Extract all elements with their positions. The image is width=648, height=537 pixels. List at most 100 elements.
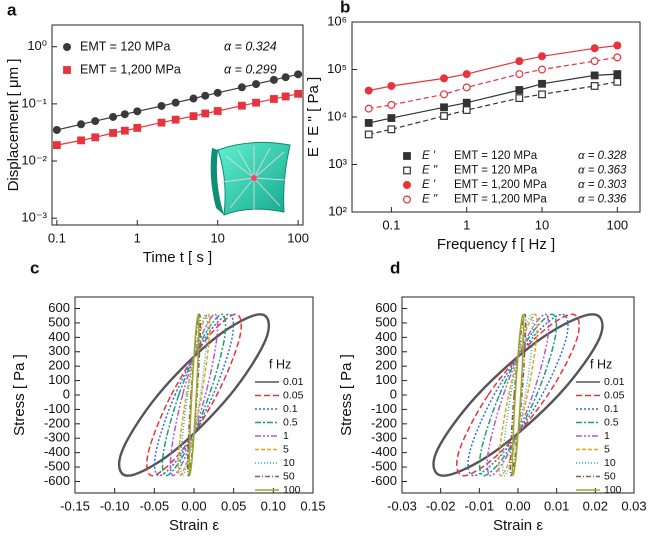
legend-label: 5 xyxy=(604,443,610,455)
y-tick-label: 100 xyxy=(48,372,70,387)
data-point xyxy=(440,112,448,120)
legend-modulus: EMT = 1,200 MPa xyxy=(454,194,547,206)
data-point xyxy=(462,98,471,107)
x-tick-label: 10 xyxy=(535,217,549,232)
panel-label: d xyxy=(390,258,400,277)
legend-label: 0.5 xyxy=(604,416,619,428)
x-tick-label: 0.1 xyxy=(48,230,66,245)
y-tick-label: 10⁻³ xyxy=(21,210,47,225)
hysteresis-loop xyxy=(486,313,550,477)
legend-alpha: α = 0.336 xyxy=(578,194,627,206)
y-tick-label: -500 xyxy=(371,458,397,473)
data-point xyxy=(590,57,599,66)
panel-label: a xyxy=(7,0,17,19)
data-point xyxy=(52,141,61,150)
y-tick-label: 10⁵ xyxy=(327,61,347,76)
data-point xyxy=(269,75,278,84)
hysteresis-loop xyxy=(169,313,219,477)
y-tick-label: -200 xyxy=(371,415,397,430)
data-point xyxy=(294,70,303,79)
legend-marker xyxy=(62,42,71,51)
y-axis-label: E ' E '' [ Pa ] xyxy=(305,77,322,157)
hysteresis-loop xyxy=(467,313,569,477)
hysteresis-loop xyxy=(432,313,604,477)
legend-label: 0.1 xyxy=(604,403,619,415)
y-tick-label: 600 xyxy=(375,300,397,315)
x-tick-label: 0.00 xyxy=(181,498,206,513)
data-point xyxy=(387,125,396,134)
x-tick-label: 100 xyxy=(606,217,628,232)
data-point xyxy=(364,86,373,95)
plot-frame xyxy=(351,21,641,213)
hysteresis-loop xyxy=(179,313,209,477)
data-point xyxy=(201,91,210,100)
hysteresis-loop xyxy=(456,313,580,477)
data-point xyxy=(237,83,246,92)
x-axis-label: Strain ε xyxy=(493,517,543,534)
x-tick-label: 0.00 xyxy=(505,498,530,513)
legend-label: E '' xyxy=(422,194,438,206)
legend-label: 100 xyxy=(604,484,622,496)
x-tick-label: 0.10 xyxy=(261,498,286,513)
y-axis-label: Stress [ Pa ] xyxy=(338,354,355,436)
legend-alpha: α = 0.328 xyxy=(578,150,627,162)
x-axis-label: Strain ε xyxy=(169,517,219,534)
legend-marker xyxy=(403,195,412,204)
hysteresis-loop xyxy=(511,313,525,477)
data-point xyxy=(109,112,118,121)
hysteresis-loop xyxy=(146,313,242,477)
data-point xyxy=(387,114,396,122)
x-tick-label: 0.1 xyxy=(382,217,400,232)
x-tick-label: -0.10 xyxy=(100,498,130,513)
x-tick-label: -0.02 xyxy=(426,498,456,513)
legend-label: 100 xyxy=(283,484,301,496)
legend-label: 0.5 xyxy=(283,416,298,428)
y-tick-label: -600 xyxy=(371,473,397,488)
y-tick-label: 10² xyxy=(328,203,347,218)
panel-label: b xyxy=(340,0,350,16)
data-point xyxy=(294,89,303,98)
data-point xyxy=(109,129,117,137)
legend-label: E ' xyxy=(422,179,436,191)
y-tick-label: -400 xyxy=(44,444,70,459)
data-point xyxy=(538,79,546,88)
legend-label: E '' xyxy=(422,165,438,177)
data-point xyxy=(387,81,396,90)
x-axis-label: Frequency f [ Hz ] xyxy=(437,236,555,253)
data-point xyxy=(462,83,471,92)
data-point xyxy=(213,88,222,97)
y-tick-label: -200 xyxy=(44,415,70,430)
data-point xyxy=(440,103,448,112)
y-tick-label: 500 xyxy=(375,314,397,329)
x-tick-label: 1 xyxy=(134,230,141,245)
legend-label: 10 xyxy=(283,457,295,469)
data-point xyxy=(462,70,471,79)
legend-modulus: EMT = 120 MPa xyxy=(454,165,538,177)
hysteresis-loop xyxy=(117,313,271,477)
data-point xyxy=(515,94,524,102)
data-point xyxy=(364,104,373,113)
legend-marker xyxy=(403,152,411,160)
data-point xyxy=(120,110,129,119)
data-point xyxy=(270,95,278,103)
y-tick-label: 200 xyxy=(48,358,70,373)
data-point xyxy=(590,44,599,53)
y-tick-label: 300 xyxy=(375,343,397,358)
x-tick-label: -0.05 xyxy=(140,498,170,513)
y-tick-label: 10⁻² xyxy=(21,152,47,167)
data-point xyxy=(91,133,100,142)
series-line xyxy=(368,81,618,135)
legend-label: 10 xyxy=(604,457,616,469)
data-point xyxy=(462,106,471,114)
legend-marker xyxy=(403,166,411,175)
legend-label: 0.05 xyxy=(283,389,304,401)
plot-frame xyxy=(51,24,304,226)
data-point xyxy=(590,82,599,90)
data-point xyxy=(171,115,180,124)
data-point xyxy=(189,94,198,103)
data-point xyxy=(538,90,546,99)
y-tick-label: 100 xyxy=(375,372,397,387)
data-point xyxy=(387,100,396,109)
data-point xyxy=(364,130,373,139)
data-point xyxy=(77,120,86,129)
